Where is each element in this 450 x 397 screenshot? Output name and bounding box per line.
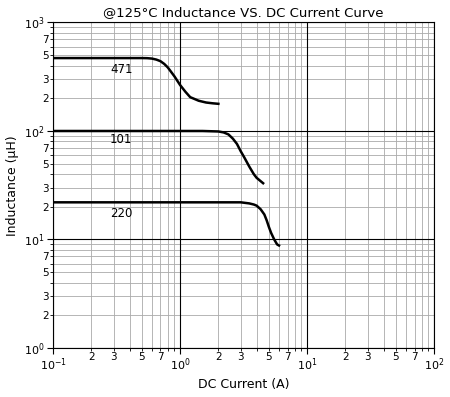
Title: @125°C Inductance VS. DC Current Curve: @125°C Inductance VS. DC Current Curve [104, 6, 384, 19]
Text: 220: 220 [110, 206, 132, 220]
Text: 471: 471 [110, 63, 132, 76]
Text: 101: 101 [110, 133, 132, 146]
X-axis label: DC Current (A): DC Current (A) [198, 378, 289, 391]
Y-axis label: Inductance (μH): Inductance (μH) [5, 135, 18, 235]
